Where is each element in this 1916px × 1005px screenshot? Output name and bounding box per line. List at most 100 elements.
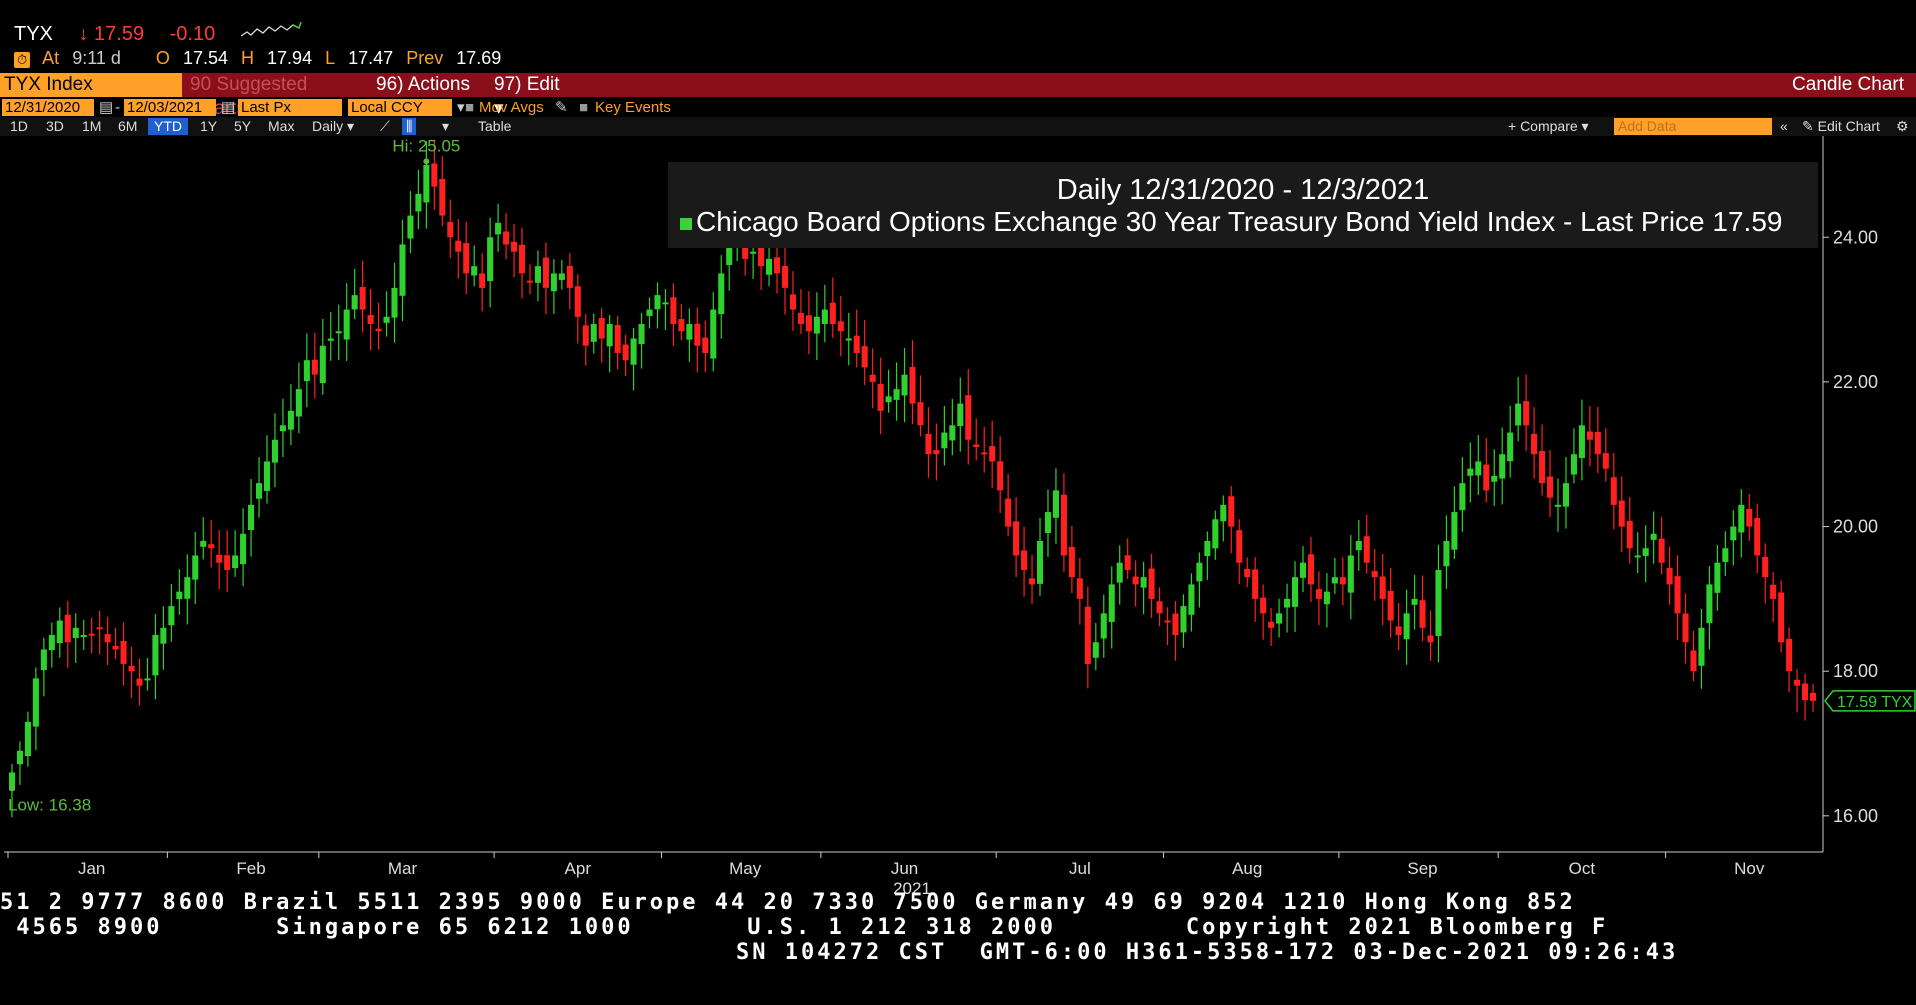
price-field-select[interactable]: Last Px (238, 99, 342, 116)
period-ytd[interactable]: YTD (148, 118, 188, 135)
candle-body (981, 452, 988, 455)
period-1m[interactable]: 1M (82, 118, 102, 134)
candle-body (1427, 635, 1434, 643)
candle-body (1786, 638, 1793, 672)
candle-body (240, 533, 247, 565)
candle-body (821, 309, 828, 325)
checkbox-icon[interactable]: ■ (579, 99, 589, 116)
line-chart-icon[interactable]: ⟋ (380, 118, 390, 134)
currency-select[interactable]: Local CCY (348, 99, 452, 116)
candle-body (1029, 578, 1036, 585)
candle-body (487, 237, 494, 282)
candle-body (1403, 613, 1410, 640)
candle-body (168, 606, 175, 626)
candle-body (534, 266, 541, 283)
start-date-field[interactable]: 12/31/2020 (2, 99, 94, 116)
edit-menu[interactable]: 97) Edit ▾ (494, 74, 560, 119)
candle-chart-icon[interactable]: ⫼ (402, 118, 417, 135)
chevron-down-icon[interactable]: ▾ (457, 99, 465, 116)
last-price: ↓ 17.59 (78, 23, 145, 45)
candle-body (423, 164, 430, 203)
ticker-field[interactable]: TYX Index (0, 73, 182, 97)
table-button[interactable]: Table (478, 118, 512, 134)
candle-body (750, 251, 757, 254)
candle-body (303, 360, 310, 382)
candle-body (232, 555, 239, 569)
legend-last-price: 17.59 (1712, 206, 1783, 237)
candle-body (375, 328, 382, 332)
low-label: L (325, 48, 336, 68)
key-events-toggle[interactable]: Key Events (595, 99, 671, 116)
x-tick-label: Apr (565, 859, 592, 878)
candle-body (542, 257, 549, 288)
chevron-down-icon[interactable]: ▾ (442, 118, 450, 134)
candle-body (638, 324, 645, 345)
period-5y[interactable]: 5Y (234, 118, 252, 134)
candle-body (144, 678, 151, 681)
period-1d[interactable]: 1D (10, 118, 28, 134)
candle-body (1371, 571, 1378, 578)
candle-body (1387, 590, 1394, 621)
candle-body (1036, 541, 1044, 584)
candle-body (901, 374, 908, 396)
end-date-field[interactable]: 12/03/2021 (124, 99, 216, 116)
period-6m[interactable]: 6M (118, 118, 138, 134)
candle-body (1005, 498, 1012, 527)
calendar-icon[interactable]: ▤ (99, 99, 114, 116)
pencil-icon[interactable]: ✎ (555, 99, 568, 116)
suggested-charts-button[interactable]: 90 Suggested Charts (190, 74, 308, 119)
candle-body (311, 359, 318, 375)
candle-body (391, 287, 398, 318)
candle-body (1411, 598, 1418, 605)
candle-body (1172, 613, 1179, 636)
candle-body (949, 425, 956, 441)
add-data-input[interactable]: Add Data (1614, 118, 1772, 135)
actions-menu[interactable]: 96) Actions ▾ (376, 74, 470, 119)
candle-body (64, 614, 71, 643)
net-change: -0.10 (169, 23, 216, 45)
candle-body (813, 316, 820, 334)
frequency-select[interactable]: Daily ▾ (312, 118, 355, 134)
candle-body (471, 266, 478, 276)
candle-body (1100, 613, 1107, 639)
collapse-icon[interactable]: « (1780, 118, 1788, 134)
candle-body (1586, 431, 1593, 440)
candle-body (973, 444, 980, 447)
series-name: Chicago Board Options Exchange 30 Year T… (696, 206, 1705, 237)
candle-body (1507, 432, 1514, 462)
candle-body (511, 241, 518, 252)
candle-body (1618, 500, 1625, 527)
candle-body (877, 384, 884, 411)
period-3d[interactable]: 3D (46, 118, 64, 134)
candle-body (152, 635, 159, 676)
at-label: At (42, 48, 60, 68)
candle-body (335, 331, 342, 334)
mov-avgs-toggle[interactable]: Mov Avgs (479, 99, 544, 116)
compare-button[interactable]: + Compare ▾ (1508, 118, 1589, 134)
candle-body (558, 273, 565, 280)
candle-body (941, 432, 948, 449)
candle-body (415, 193, 422, 212)
candle-body (96, 627, 103, 630)
candle-body (1276, 613, 1283, 624)
calendar-icon[interactable]: ▤ (221, 99, 236, 116)
candle-chart[interactable]: 16.00 18.00 20.00 22.00 24.00 Jan Feb Mar Apr May… (0, 136, 1916, 896)
candle-body (718, 273, 725, 315)
candle-body (837, 321, 844, 332)
candle-body (1108, 584, 1115, 622)
candle-body (56, 620, 63, 644)
gear-icon[interactable]: ⚙ (1896, 118, 1909, 134)
candle-body (829, 302, 836, 325)
candle-body (550, 273, 557, 292)
period-max[interactable]: Max (268, 118, 295, 134)
edit-chart-button[interactable]: ✎ Edit Chart (1802, 118, 1880, 135)
checkbox-icon[interactable]: ■ (465, 99, 475, 116)
candle-body (1092, 642, 1099, 658)
candle-body (399, 244, 406, 296)
candle-body (407, 215, 414, 239)
period-1y[interactable]: 1Y (200, 118, 218, 134)
candle-body (1395, 626, 1402, 636)
candle-body (32, 678, 39, 727)
candle-body (184, 577, 191, 599)
candle-body (1475, 461, 1482, 476)
